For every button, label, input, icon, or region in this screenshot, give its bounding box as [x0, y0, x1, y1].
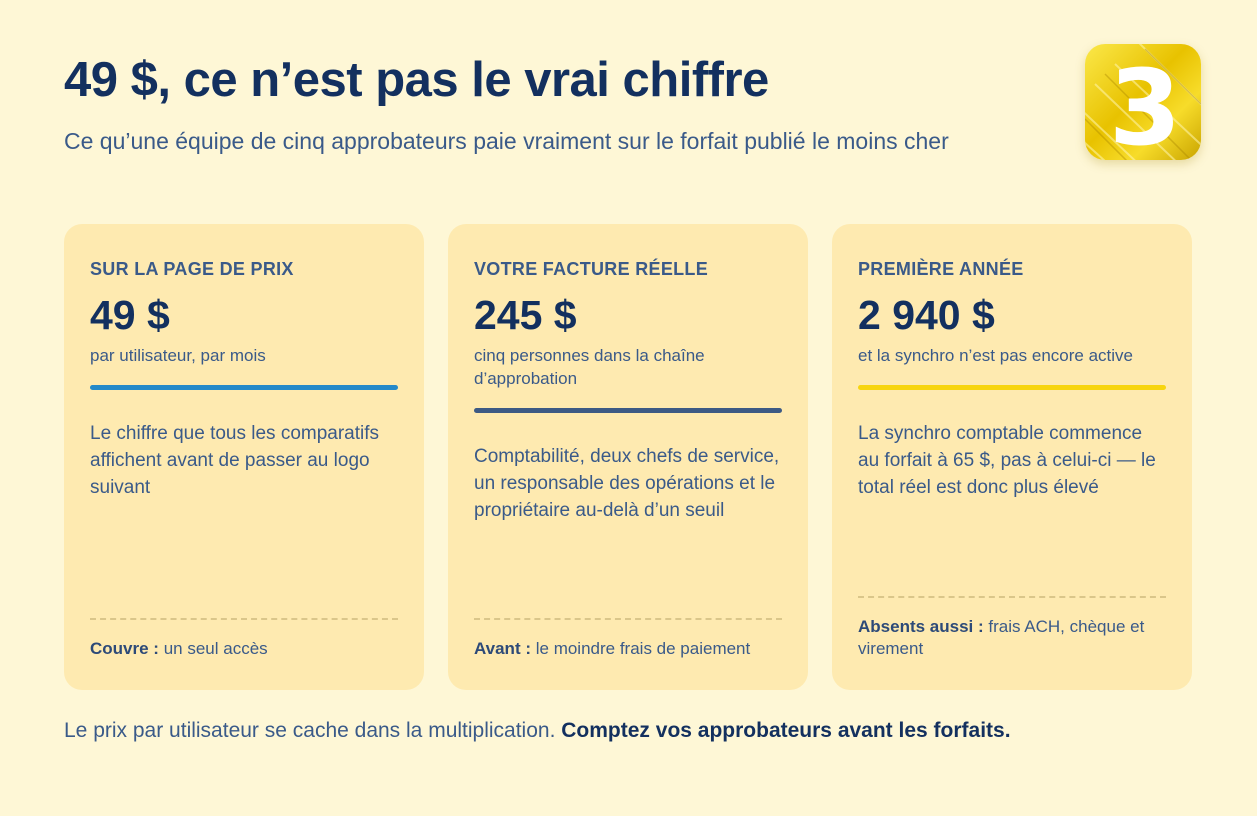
- card-accent-bar: [858, 385, 1166, 390]
- comparison-cards: SUR LA PAGE DE PRIX 49 $ par utilisateur…: [64, 224, 1192, 690]
- card-footer: Absents aussi : frais ACH, chèque et vir…: [858, 596, 1166, 660]
- footer-text: Le prix par utilisateur se cache dans la…: [64, 719, 555, 742]
- card-divider: [474, 618, 782, 620]
- card-footer-value: un seul accès: [164, 639, 268, 658]
- card-amount: 49 $: [90, 291, 398, 339]
- card-caption: et la synchro n’est pas encore active: [858, 344, 1166, 367]
- card-body: La synchro comptable commence au forfait…: [858, 420, 1166, 501]
- card-amount: 245 $: [474, 291, 782, 339]
- card-first-year: PREMIÈRE ANNÉE 2 940 $ et la synchro n’e…: [832, 224, 1192, 690]
- card-body: Le chiffre que tous les comparatifs affi…: [90, 420, 398, 501]
- page-subtitle: Ce qu’une équipe de cinq approbateurs pa…: [64, 126, 964, 156]
- card-accent-bar: [474, 408, 782, 413]
- card-footer-key: Avant :: [474, 639, 531, 658]
- card-real-bill: VOTRE FACTURE RÉELLE 245 $ cinq personne…: [448, 224, 808, 690]
- card-accent-bar: [90, 385, 398, 390]
- card-footer-text: Couvre : un seul accès: [90, 638, 398, 660]
- footer-note: Le prix par utilisateur se cache dans la…: [64, 717, 1144, 745]
- card-caption: par utilisateur, par mois: [90, 344, 398, 367]
- card-divider: [858, 596, 1166, 598]
- card-footer-key: Couvre :: [90, 639, 159, 658]
- card-footer-text: Avant : le moindre frais de paiement: [474, 638, 782, 660]
- card-price-page: SUR LA PAGE DE PRIX 49 $ par utilisateur…: [64, 224, 424, 690]
- card-footer-value: le moindre frais de paiement: [536, 639, 751, 658]
- card-divider: [90, 618, 398, 620]
- card-footer: Avant : le moindre frais de paiement: [474, 618, 782, 660]
- card-caption: cinq personnes dans la chaîne d’approbat…: [474, 344, 782, 390]
- card-label: PREMIÈRE ANNÉE: [858, 258, 1166, 280]
- card-body: Comptabilité, deux chefs de service, un …: [474, 443, 782, 524]
- card-footer-key: Absents aussi :: [858, 617, 984, 636]
- brand-logo-icon: 3: [1085, 44, 1201, 160]
- logo-glyph: 3: [1109, 47, 1181, 160]
- card-footer-text: Absents aussi : frais ACH, chèque et vir…: [858, 616, 1166, 660]
- card-label: VOTRE FACTURE RÉELLE: [474, 258, 782, 280]
- footer-emphasis: Comptez vos approbateurs avant les forfa…: [561, 719, 1010, 742]
- card-amount: 2 940 $: [858, 291, 1166, 339]
- page-title: 49 $, ce n’est pas le vrai chiffre: [64, 52, 769, 108]
- card-label: SUR LA PAGE DE PRIX: [90, 258, 398, 280]
- card-footer: Couvre : un seul accès: [90, 618, 398, 660]
